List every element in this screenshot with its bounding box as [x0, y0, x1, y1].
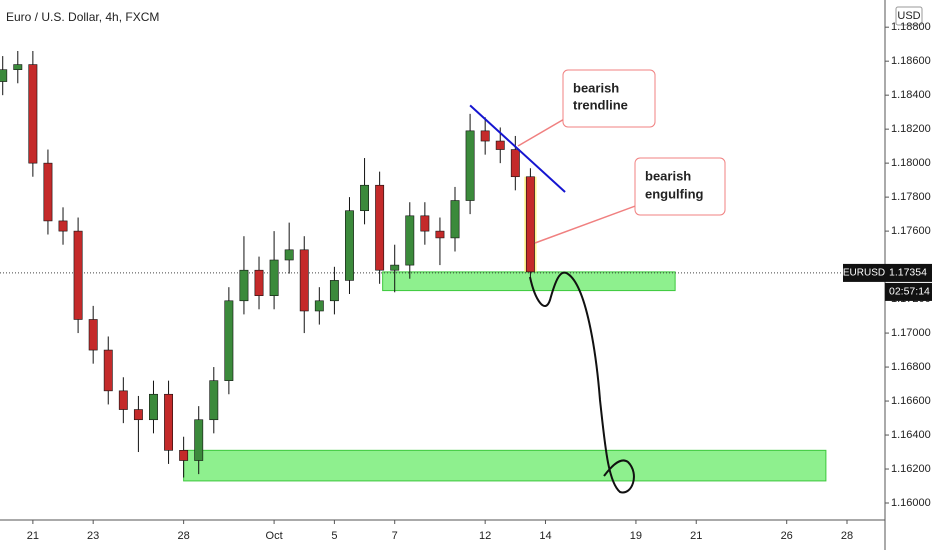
candle-body [73, 230, 83, 320]
candle-body [179, 450, 189, 461]
x-tick-label: 12 [479, 530, 491, 542]
currency-box [895, 6, 923, 26]
callout-box [634, 157, 726, 216]
candle-body [209, 380, 219, 421]
countdown-bg [885, 282, 932, 301]
x-tick-label: 23 [87, 530, 99, 542]
x-tick-label: 28 [841, 530, 853, 542]
annotation: engulfing [645, 186, 704, 201]
candle-body [0, 69, 8, 82]
candle-body [510, 149, 520, 178]
callout-pointer [534, 204, 639, 244]
candle-body [480, 130, 490, 142]
y-tick-label: 1.16400 [891, 429, 931, 441]
last-price-label: 1.17354 [889, 267, 927, 279]
candle-body [164, 393, 174, 451]
candle-body [450, 200, 460, 239]
callout-pointer [517, 117, 567, 147]
candle-body [495, 140, 505, 150]
candle-body [194, 419, 204, 461]
y-tick-label: 1.16800 [891, 361, 931, 373]
candle-body [149, 393, 158, 421]
candle-body [345, 210, 354, 281]
last-price-bg [885, 263, 932, 282]
y-tick-label: 1.17000 [891, 327, 931, 339]
callout-box [562, 69, 656, 128]
x-tick-label: 5 [331, 530, 337, 542]
candle-body [465, 130, 475, 201]
candle-body [284, 249, 294, 261]
trendline [469, 104, 566, 193]
y-tick-label: 1.18000 [891, 157, 931, 169]
currency: USD [897, 10, 920, 22]
symbol-label-bg [843, 263, 885, 282]
y-tick-label: 1.18200 [891, 123, 931, 135]
candle-body [269, 259, 279, 296]
y-tick-label: 1.16000 [891, 497, 931, 509]
candle-body [405, 215, 415, 266]
y-tick-label: 1.18600 [891, 55, 931, 67]
candle-body [435, 230, 445, 239]
candle-body [254, 269, 264, 296]
candle-body [390, 264, 400, 271]
x-tick-label: 7 [392, 530, 398, 542]
x-tick-label: 14 [539, 530, 551, 542]
candle-body [299, 249, 309, 312]
candle-body [13, 64, 23, 70]
candle-body [314, 300, 324, 312]
x-tick-label: 21 [27, 530, 39, 542]
support-zone [183, 449, 827, 482]
candle-body [420, 215, 430, 232]
y-tick-label: 1.18400 [891, 89, 931, 101]
candle-body [103, 349, 113, 392]
candle-body [43, 162, 53, 222]
annotation: trendline [573, 97, 628, 112]
candle-body [58, 220, 68, 232]
chart-title: Euro / U.S. Dollar, 4h, FXCM [6, 10, 159, 24]
plot-area [0, 50, 885, 482]
projection-drawing [529, 271, 635, 494]
candle-body [239, 269, 249, 302]
y-tick-label: 1.17800 [891, 191, 931, 203]
support-zone [382, 271, 676, 292]
x-tick-label: 28 [178, 530, 190, 542]
y-tick-label: 1.16200 [891, 463, 931, 475]
y-tick-label: 1.18800 [891, 21, 931, 33]
candle-body [28, 64, 38, 164]
x-tick-label: 19 [630, 530, 642, 542]
y-tick-label: 1.17600 [891, 225, 931, 237]
annotation: bearish [645, 168, 691, 183]
countdown-label: 02:57:14 [889, 286, 930, 298]
candle-body [224, 300, 234, 381]
candle-body [118, 390, 128, 410]
x-tick-label: Oct [266, 530, 283, 542]
candle-body [329, 280, 339, 302]
x-tick-label: 21 [690, 530, 702, 542]
candle-body [88, 319, 98, 351]
candle-body [360, 184, 369, 212]
annotation: bearish [573, 80, 619, 95]
y-tick-label: 1.16600 [891, 395, 931, 407]
symbol-label: EURUSD [843, 268, 885, 279]
candle-body [133, 409, 143, 421]
candle-body [375, 184, 385, 271]
x-tick-label: 26 [781, 530, 793, 542]
candle-body [525, 176, 535, 273]
